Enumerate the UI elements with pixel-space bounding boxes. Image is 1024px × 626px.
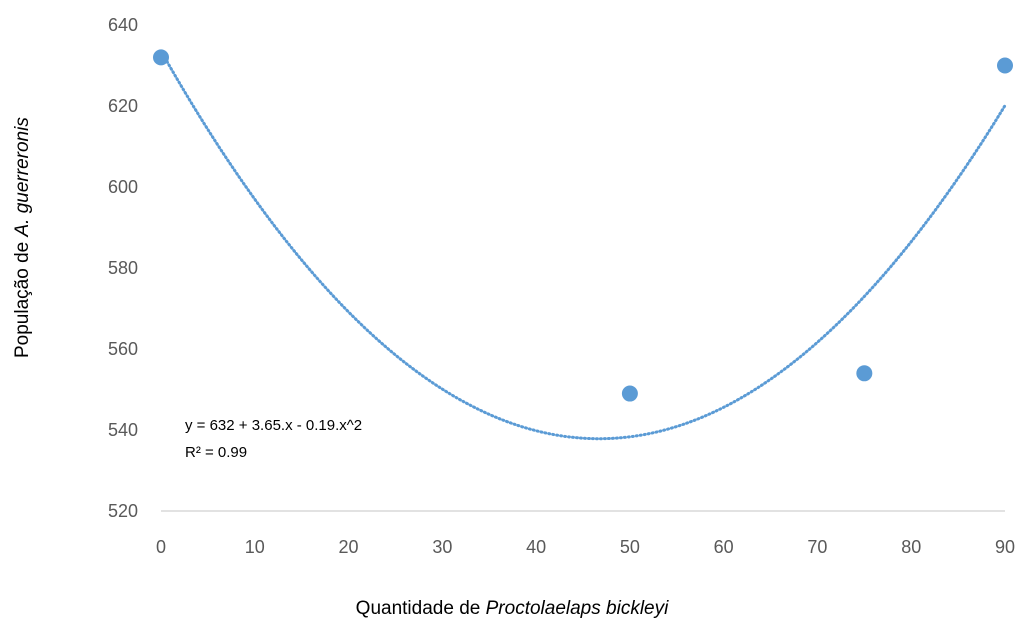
y-axis-ticks: 520 540 560 580 600 620 640 <box>108 15 138 521</box>
y-tick-label: 600 <box>108 177 138 197</box>
x-tick-label: 60 <box>714 537 734 557</box>
x-tick-label: 10 <box>245 537 265 557</box>
data-point <box>621 385 638 402</box>
y-tick-label: 520 <box>108 501 138 521</box>
y-tick-label: 640 <box>108 15 138 35</box>
x-tick-label: 0 <box>156 537 166 557</box>
y-axis-title-container: População de A. guerreronis <box>4 0 34 626</box>
x-tick-label: 80 <box>901 537 921 557</box>
x-axis-title-species: Proctolaelaps bickleyi <box>485 598 669 619</box>
data-points <box>153 49 1013 402</box>
trendline-equation: y = 632 + 3.65.x - 0.19.x^2 <box>185 417 362 434</box>
x-tick-label: 40 <box>526 537 546 557</box>
data-point <box>856 365 873 382</box>
y-tick-label: 540 <box>108 420 138 440</box>
x-tick-label: 90 <box>995 537 1015 557</box>
trendline <box>159 49 1007 441</box>
x-axis-title: Quantidade de Proctolaelaps bickleyi <box>0 598 1024 620</box>
y-tick-label: 560 <box>108 339 138 359</box>
x-axis-title-prefix: Quantidade de <box>355 598 486 619</box>
y-axis-title-prefix: População de <box>12 236 33 358</box>
y-tick-label: 620 <box>108 96 138 116</box>
trendline-r2: R² = 0.99 <box>185 444 247 461</box>
y-axis-title-species: A. guerreronis <box>12 117 33 237</box>
y-tick-label: 580 <box>108 258 138 278</box>
data-point <box>153 49 169 66</box>
x-tick-label: 50 <box>620 537 640 557</box>
x-tick-label: 70 <box>807 537 827 557</box>
x-tick-label: 30 <box>432 537 452 557</box>
x-axis-ticks: 0 10 20 30 40 50 60 70 80 90 <box>156 537 1015 557</box>
x-tick-label: 20 <box>339 537 359 557</box>
data-point <box>997 57 1013 74</box>
y-axis-title: População de A. guerreronis <box>12 117 34 358</box>
